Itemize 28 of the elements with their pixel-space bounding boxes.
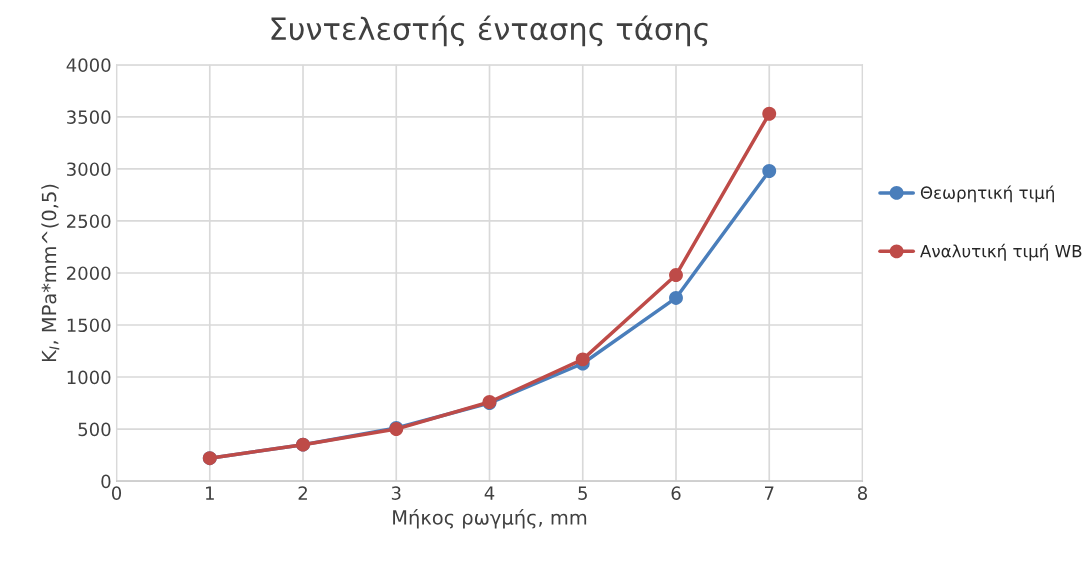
legend-label: Αναλυτική τιμή WB [920, 243, 1082, 261]
x-tick-label: 0 [111, 486, 122, 500]
x-tick-label: 5 [578, 486, 587, 500]
y-tick-label: 500 [78, 422, 111, 437]
y-tick-label: 3500 [67, 110, 111, 125]
y-axis-title: K$_{I}$, MPa*mm^(0,5) [41, 184, 60, 362]
x-tick-label: 8 [857, 486, 867, 500]
point [669, 268, 683, 282]
y-tick-label: 0 [101, 474, 111, 489]
point [669, 291, 683, 305]
y-tick-label: 2000 [67, 266, 111, 281]
y-tick-label: 2500 [67, 214, 111, 229]
y-tick-label: 3000 [67, 162, 111, 177]
x-tick-label: 3 [391, 486, 401, 500]
point [762, 106, 777, 121]
point [575, 352, 590, 367]
x-tick-label: 7 [764, 486, 774, 500]
chart-title: Συντελεστής έντασης τάσης [271, 15, 708, 47]
x-tick-label: 6 [671, 486, 681, 500]
x-tick-label: 1 [206, 486, 214, 500]
x-tick-label: 4 [484, 486, 495, 500]
y-tick-label: 1000 [67, 370, 111, 385]
y-tick-label: 1500 [67, 318, 111, 333]
x-axis-title: Μήκος ρωγμής, mm [393, 508, 587, 529]
legend-label: Θεωρητική τιμή [920, 185, 1054, 203]
point [762, 164, 777, 178]
y-tick-label: 4000 [66, 58, 111, 72]
x-tick-label: 2 [298, 486, 307, 500]
